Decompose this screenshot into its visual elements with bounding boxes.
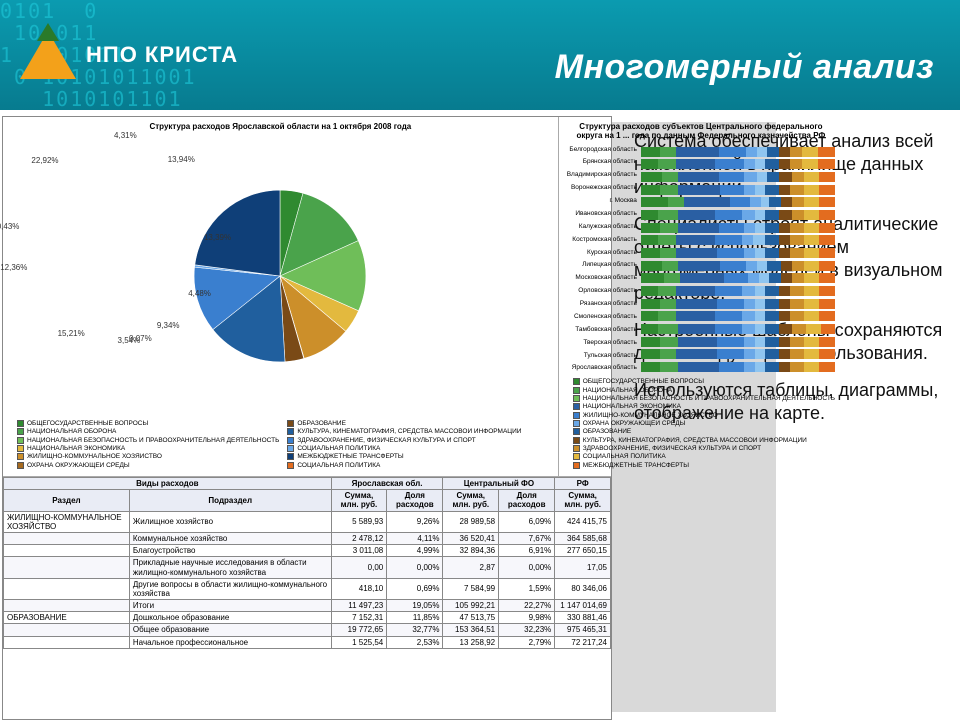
cell-value: 7 584,99 xyxy=(443,578,499,599)
cell-sub: Другие вопросы в области жилищно-коммуна… xyxy=(129,578,331,599)
cell-value: 364 585,68 xyxy=(555,532,611,544)
cell-value: 13 258,92 xyxy=(443,636,499,648)
cell-value: 153 364,51 xyxy=(443,624,499,636)
expense-table: Виды расходов Ярославская обл. Центральн… xyxy=(3,477,611,649)
cell-value: 418,10 xyxy=(331,578,387,599)
data-table-panel: Виды расходов Ярославская обл. Центральн… xyxy=(3,477,611,719)
bar-legend: ОБЩЕГОСУДАРСТВЕННЫЕ ВОПРОСЫНАЦИОНАЛЬНАЯ … xyxy=(563,376,839,472)
analytics-pane: Структура расходов Ярославской области н… xyxy=(2,116,612,720)
logo: НПО КРИСТА xyxy=(20,27,238,83)
pie-chart-panel: Структура расходов Ярославской области н… xyxy=(3,117,559,476)
cell-value: 1 525,54 xyxy=(331,636,387,648)
cell-value: 28 989,58 xyxy=(443,511,499,532)
cell-sub: Общее образование xyxy=(129,624,331,636)
cell-section xyxy=(4,600,130,612)
cell-section xyxy=(4,545,130,557)
cell-value: 6,09% xyxy=(499,511,555,532)
cell-section xyxy=(4,624,130,636)
cell-sub: Коммунальное хозяйство xyxy=(129,532,331,544)
cell-section: ОБРАЗОВАНИЕ xyxy=(4,612,130,624)
cell-value: 80 346,06 xyxy=(555,578,611,599)
cell-value: 9,26% xyxy=(387,511,443,532)
cell-sub: Благоустройство xyxy=(129,545,331,557)
cell-sub: Итоги xyxy=(129,600,331,612)
cell-value: 4,11% xyxy=(387,532,443,544)
cell-section xyxy=(4,636,130,648)
cell-section: ЖИЛИЩНО-КОММУНАЛЬНОЕ ХОЗЯЙСТВО xyxy=(4,511,130,532)
bar-region-labels: Белгородская областьБрянская областьВлад… xyxy=(567,145,637,375)
cell-section xyxy=(4,557,130,578)
cell-value: 32,77% xyxy=(387,624,443,636)
cell-value: 2 478,12 xyxy=(331,532,387,544)
cell-value: 11 497,23 xyxy=(331,600,387,612)
cell-value: 1,59% xyxy=(499,578,555,599)
cell-value: 1 147 014,69 xyxy=(555,600,611,612)
cell-value: 975 465,31 xyxy=(555,624,611,636)
header: НПО КРИСТА Многомерный анализ xyxy=(0,0,960,110)
cell-sub: Дошкольное образование xyxy=(129,612,331,624)
cell-value: 9,98% xyxy=(499,612,555,624)
cell-value: 11,85% xyxy=(387,612,443,624)
cell-value: 2,79% xyxy=(499,636,555,648)
cell-value: 2,87 xyxy=(443,557,499,578)
th-kind: Виды расходов xyxy=(4,478,332,490)
cell-value: 3 011,08 xyxy=(331,545,387,557)
pie-chart-title: Структура расходов Ярославской области н… xyxy=(7,121,554,134)
cell-value: 47 513,75 xyxy=(443,612,499,624)
bar-chart-title: Структура расходов субъектов Центральног… xyxy=(563,121,839,143)
cell-value: 36 520,41 xyxy=(443,532,499,544)
cell-value: 6,91% xyxy=(499,545,555,557)
cell-value: 7,67% xyxy=(499,532,555,544)
slide-title: Многомерный анализ xyxy=(555,48,934,87)
cell-value: 277 650,15 xyxy=(555,545,611,557)
cell-value: 4,99% xyxy=(387,545,443,557)
cell-value: 0,00 xyxy=(331,557,387,578)
cell-value: 424 415,75 xyxy=(555,511,611,532)
cell-value: 7 152,31 xyxy=(331,612,387,624)
cell-value: 2,53% xyxy=(387,636,443,648)
stacked-bar-chart xyxy=(641,145,835,375)
cell-sub: Жилищное хозяйство xyxy=(129,511,331,532)
brand-text: НПО КРИСТА xyxy=(86,42,238,68)
pie-legend: ОБЩЕГОСУДАРСТВЕННЫЕ ВОПРОСЫНАЦИОНАЛЬНАЯ … xyxy=(7,418,554,472)
cell-value: 0,00% xyxy=(387,557,443,578)
cell-value: 22,27% xyxy=(499,600,555,612)
cell-value: 19 772,65 xyxy=(331,624,387,636)
pie-chart xyxy=(175,171,385,381)
cell-value: 330 881,46 xyxy=(555,612,611,624)
cell-value: 0,00% xyxy=(499,557,555,578)
cell-value: 32,23% xyxy=(499,624,555,636)
cell-value: 72 217,24 xyxy=(555,636,611,648)
cell-sub: Начальное профессиональное xyxy=(129,636,331,648)
cell-value: 0,69% xyxy=(387,578,443,599)
th-rf: РФ xyxy=(555,478,611,490)
stacked-bar-panel: Структура расходов субъектов Центральног… xyxy=(559,117,843,476)
cell-value: 5 589,93 xyxy=(331,511,387,532)
th-cfo: Центральный ФО xyxy=(443,478,555,490)
th-yar: Ярославская обл. xyxy=(331,478,443,490)
cell-section xyxy=(4,532,130,544)
cell-value: 19,05% xyxy=(387,600,443,612)
cell-sub: Прикладные научные исследования в област… xyxy=(129,557,331,578)
cell-value: 32 894,36 xyxy=(443,545,499,557)
logo-icon xyxy=(20,27,76,83)
cell-value: 105 992,21 xyxy=(443,600,499,612)
cell-section xyxy=(4,578,130,599)
cell-value: 17,05 xyxy=(555,557,611,578)
